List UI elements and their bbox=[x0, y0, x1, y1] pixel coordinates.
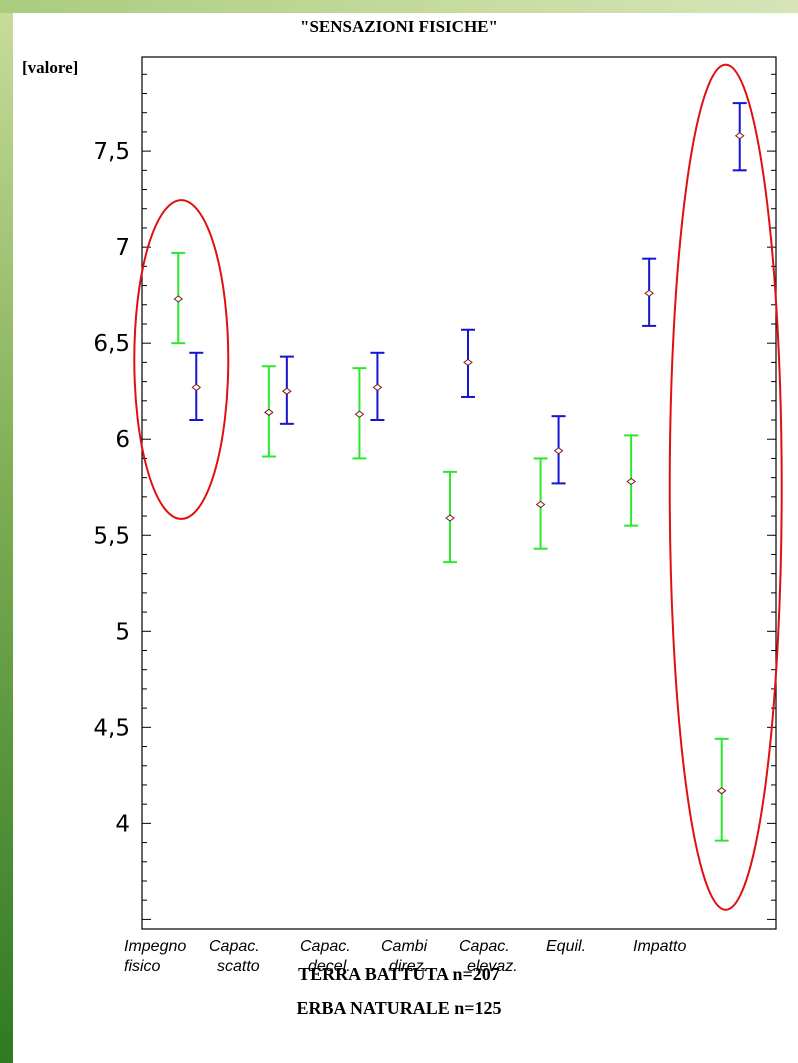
x-tick-label: Capac. bbox=[459, 938, 510, 955]
x-tick-label: Equil. bbox=[546, 938, 587, 955]
mean-marker-terra bbox=[644, 289, 654, 297]
x-tick-label: Capac. bbox=[300, 938, 351, 955]
x-tick-label-line2: decel. bbox=[308, 958, 351, 975]
x-tick-label: Capac. bbox=[209, 938, 260, 955]
y-tick-label: 4,5 bbox=[93, 715, 130, 741]
mean-marker-terra bbox=[282, 387, 292, 395]
mean-marker-erba bbox=[716, 787, 727, 795]
mean-marker-erba bbox=[445, 514, 455, 522]
y-tick-label: 5,5 bbox=[93, 523, 130, 549]
y-tick-label: 7 bbox=[115, 235, 130, 261]
x-tick-label: Impatto bbox=[633, 938, 687, 955]
x-tick-label: Impegno bbox=[124, 938, 187, 955]
x-tick-label-line2: direz. bbox=[389, 958, 429, 975]
y-axis-label: [valore] bbox=[22, 58, 79, 77]
mean-marker-terra bbox=[372, 383, 383, 391]
mean-marker-erba bbox=[264, 408, 274, 416]
mean-marker-terra bbox=[191, 383, 202, 391]
y-tick-label: 7,5 bbox=[93, 139, 130, 165]
legend-erba-naturale: ERBA NATURALE n=125 bbox=[296, 998, 502, 1018]
x-tick-label-line2: elevaz. bbox=[467, 958, 518, 975]
mean-marker-terra bbox=[734, 132, 745, 140]
background-top-band bbox=[0, 0, 798, 13]
y-tick-label: 6 bbox=[115, 427, 130, 453]
highlight-ellipse-impegno bbox=[133, 199, 230, 520]
y-tick-label: 4 bbox=[115, 811, 130, 837]
x-tick-label-line2: fisico bbox=[124, 958, 161, 975]
x-tick-label-line2: scatto bbox=[217, 958, 260, 975]
mean-marker-terra bbox=[463, 358, 473, 367]
highlight-ellipse-impatto bbox=[668, 63, 783, 911]
mean-marker-erba bbox=[626, 477, 636, 486]
plot-frame bbox=[141, 56, 777, 930]
chart-title: "SENSAZIONI FISICHE" bbox=[300, 17, 498, 36]
y-tick-label: 6,5 bbox=[93, 331, 130, 357]
legend-terra-battuta: TERRA BATTUTA n=207 bbox=[298, 964, 500, 984]
mean-marker-erba bbox=[173, 295, 184, 303]
mean-marker-erba bbox=[535, 500, 546, 509]
background-side-band bbox=[0, 0, 13, 1063]
mean-marker-terra bbox=[553, 447, 564, 455]
mean-marker-erba bbox=[354, 410, 365, 418]
y-tick-label: 5 bbox=[115, 619, 130, 645]
x-tick-label: Cambi bbox=[381, 938, 428, 955]
